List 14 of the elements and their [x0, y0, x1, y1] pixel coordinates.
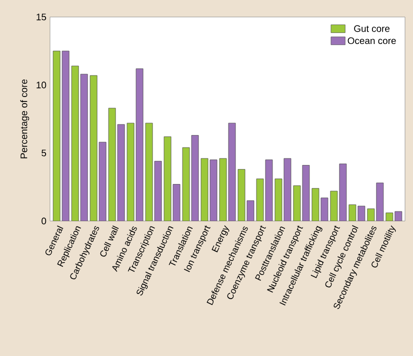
bar: [62, 50, 70, 221]
y-tick-label: 5: [42, 150, 46, 156]
bar: [90, 75, 98, 221]
y-tick-label: 10: [36, 82, 46, 88]
bar: [53, 50, 60, 221]
x-tick-label: Cell wall: [100, 225, 119, 257]
y-axis-title: Percentage of core: [20, 79, 30, 158]
y-tick-label: 15: [36, 14, 46, 20]
y-tick-label: 0: [42, 218, 46, 224]
bar: [80, 74, 88, 221]
bar: [376, 182, 384, 221]
legend-label: Ocean core: [348, 37, 396, 44]
bar: [71, 66, 79, 221]
legend-label: Gut core: [354, 25, 390, 32]
